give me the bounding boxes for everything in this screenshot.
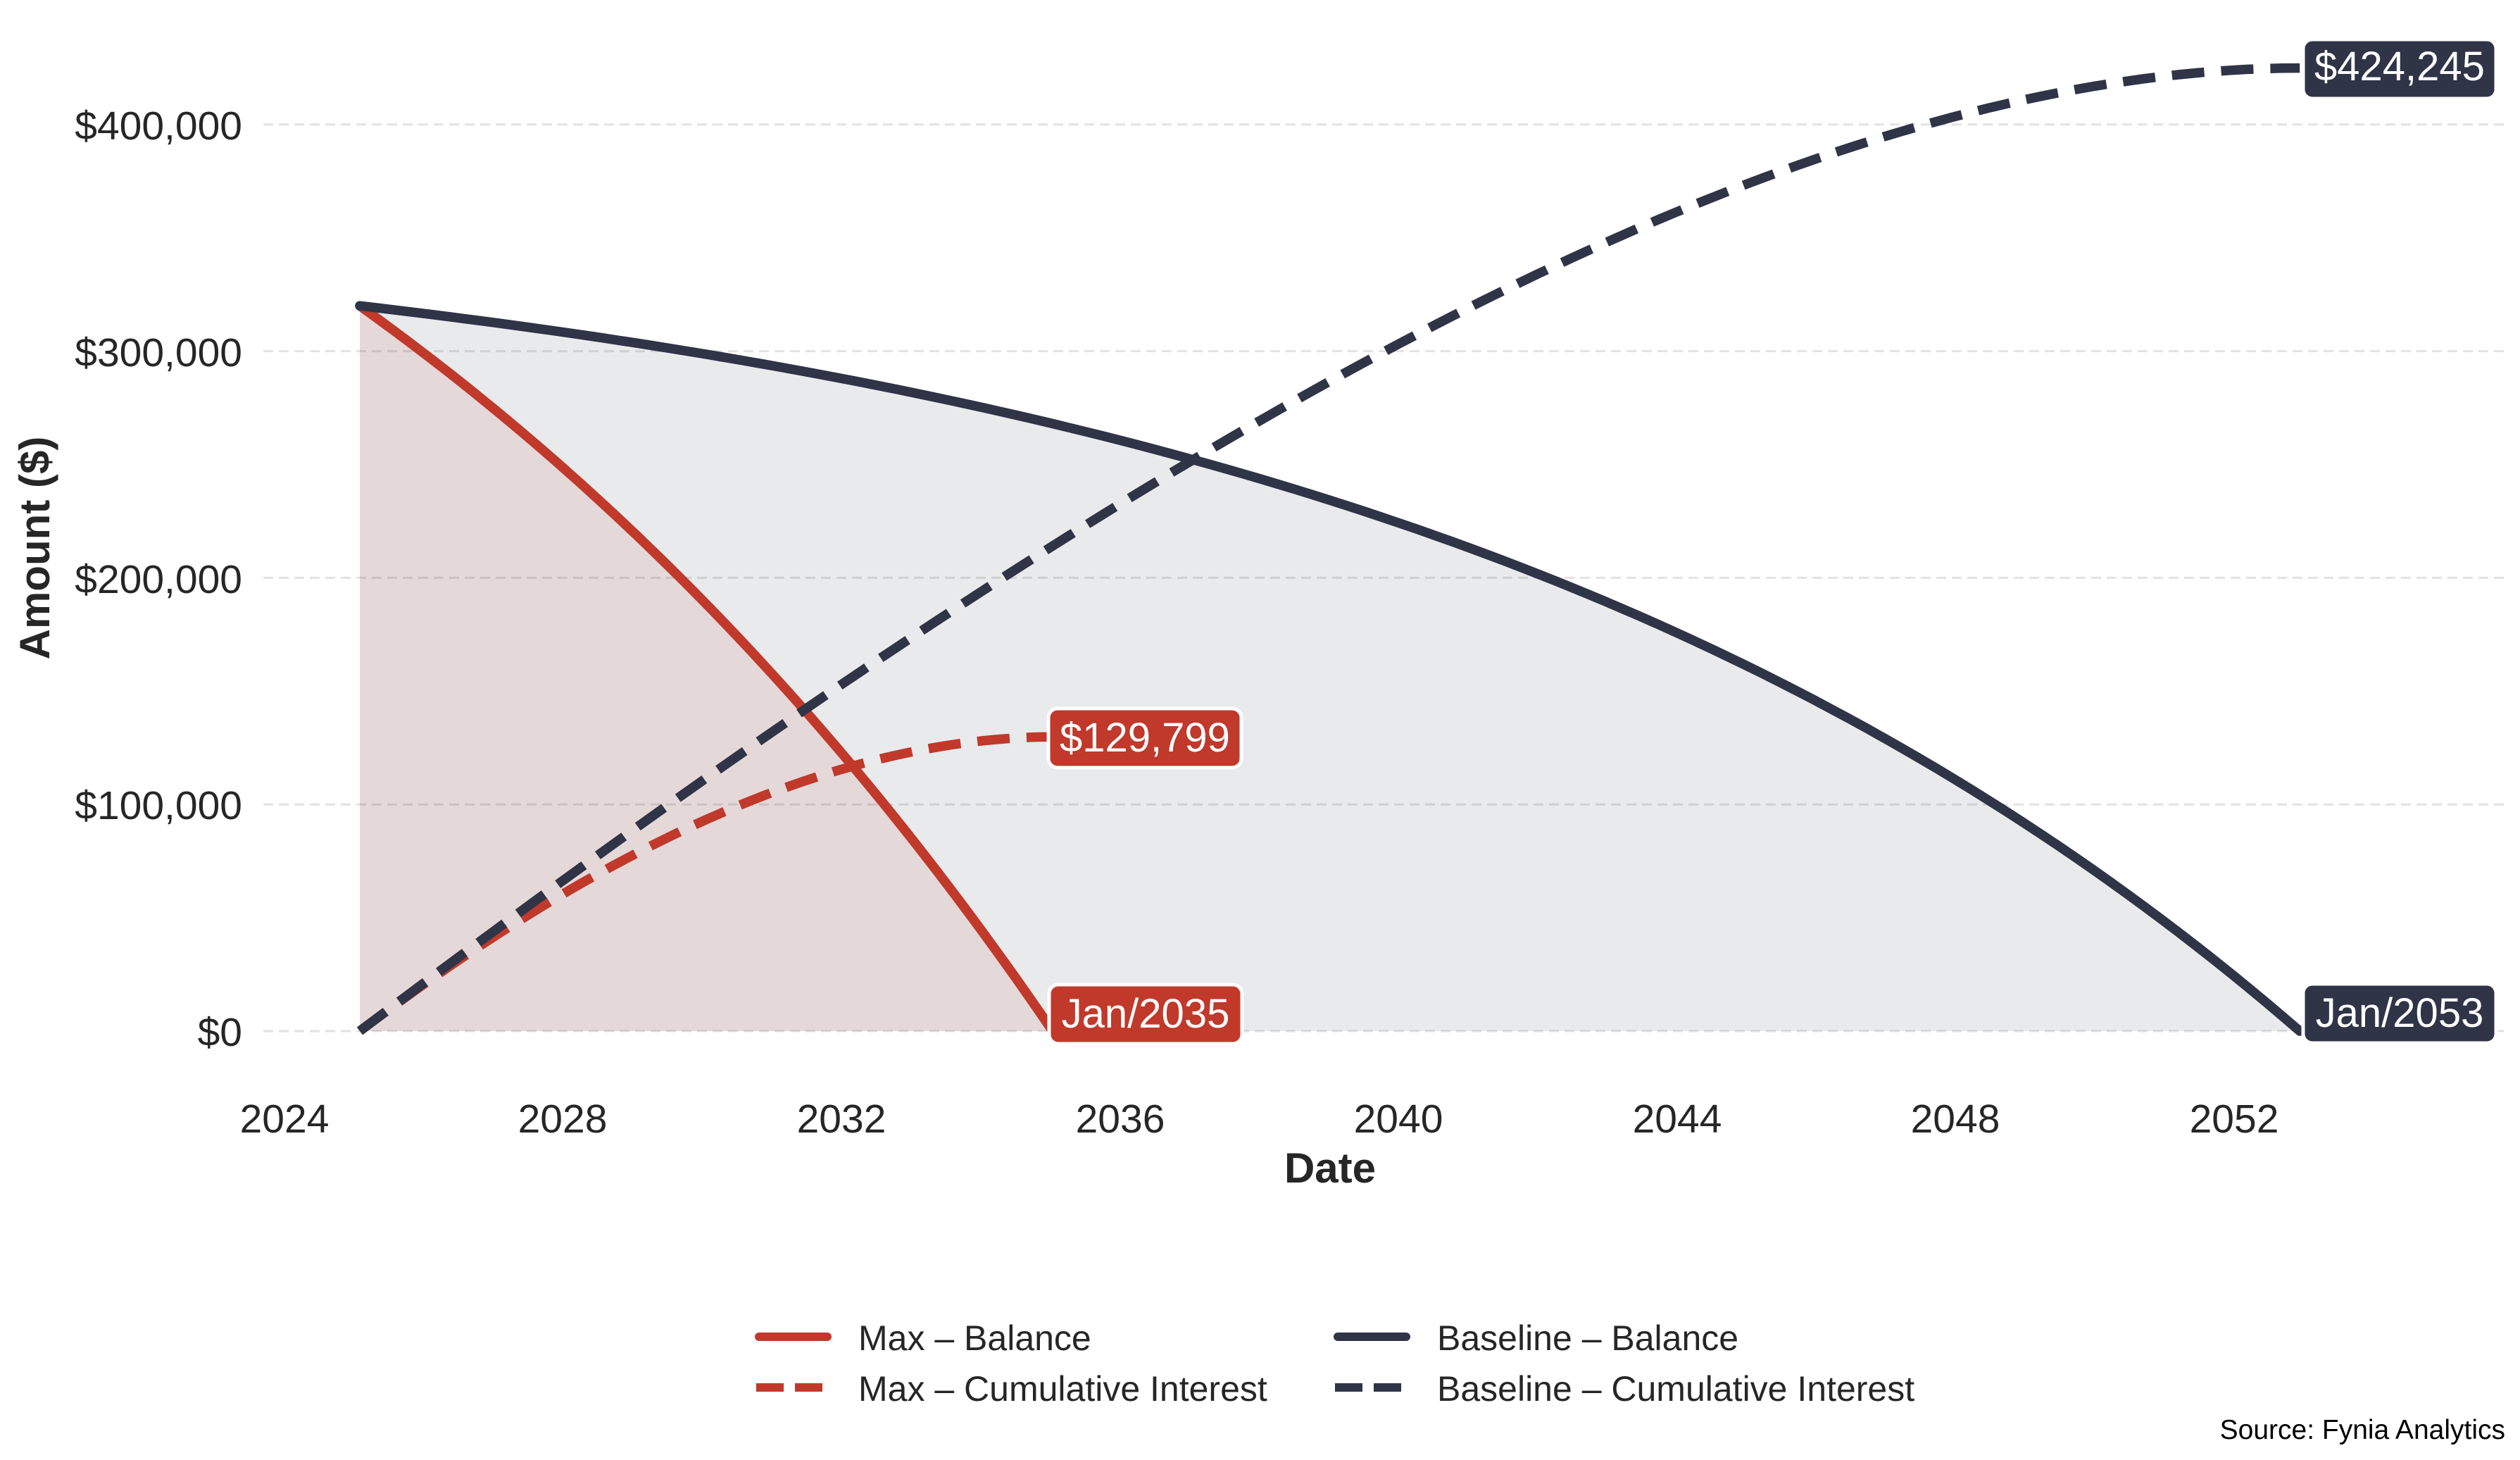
svg-text:Source: Fynia Analytics: Source: Fynia Analytics <box>2220 1415 2505 1445</box>
svg-text:$0: $0 <box>198 1010 242 1055</box>
svg-text:$400,000: $400,000 <box>75 104 242 149</box>
svg-text:Baseline – Balance: Baseline – Balance <box>1437 1318 1738 1358</box>
svg-text:$200,000: $200,000 <box>75 557 242 602</box>
svg-text:$129,799: $129,799 <box>1060 715 1230 761</box>
svg-text:2048: 2048 <box>1911 1097 2000 1142</box>
svg-text:$100,000: $100,000 <box>75 783 242 828</box>
svg-text:2024: 2024 <box>240 1097 330 1142</box>
svg-text:2028: 2028 <box>518 1097 608 1142</box>
svg-text:2036: 2036 <box>1076 1097 1165 1142</box>
svg-text:Jan/2035: Jan/2035 <box>1062 991 1230 1037</box>
svg-text:2032: 2032 <box>797 1097 886 1142</box>
svg-text:Amount ($): Amount ($) <box>11 437 58 660</box>
svg-text:Max – Cumulative Interest: Max – Cumulative Interest <box>858 1369 1267 1409</box>
svg-text:2040: 2040 <box>1354 1097 1443 1142</box>
svg-text:Date: Date <box>1284 1144 1376 1192</box>
svg-text:Max – Balance: Max – Balance <box>858 1318 1091 1358</box>
svg-text:$424,245: $424,245 <box>2314 44 2485 89</box>
svg-text:2044: 2044 <box>1633 1097 1722 1142</box>
svg-text:2052: 2052 <box>2190 1097 2279 1142</box>
svg-text:Baseline – Cumulative Interest: Baseline – Cumulative Interest <box>1437 1369 1914 1409</box>
svg-text:Jan/2053: Jan/2053 <box>2316 990 2484 1036</box>
svg-text:$300,000: $300,000 <box>75 330 242 375</box>
